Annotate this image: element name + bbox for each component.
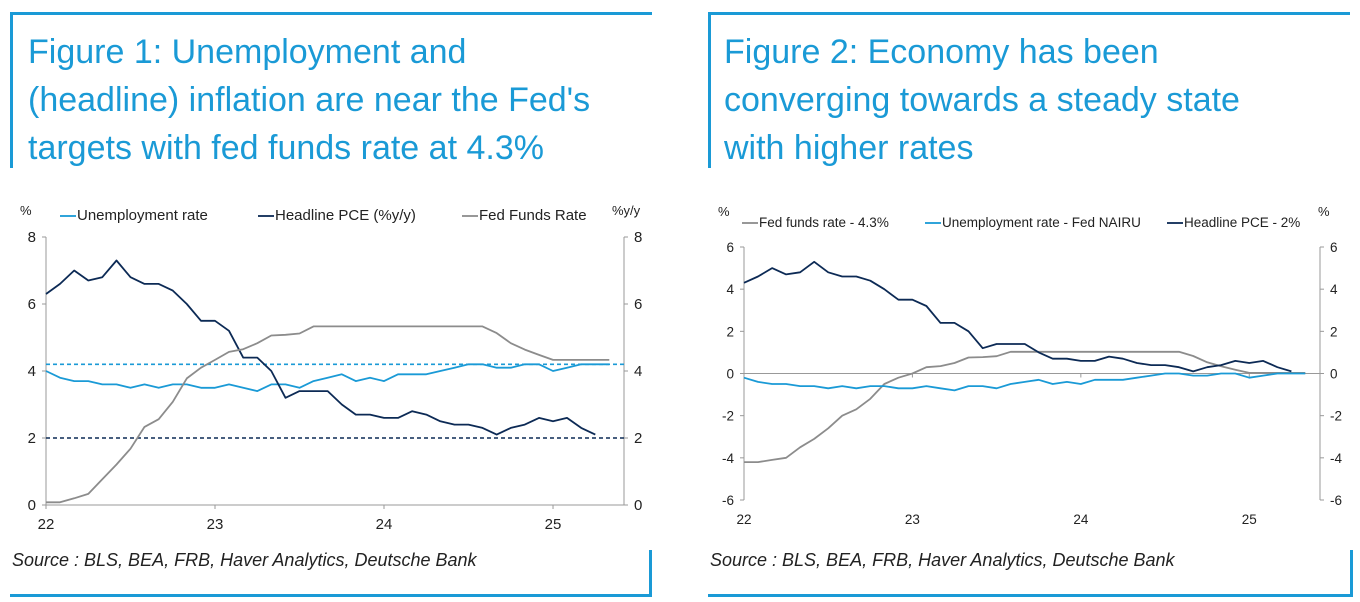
y-tick-label-right: 2: [634, 430, 642, 447]
title-line: with higher rates: [724, 129, 974, 167]
series-line: [45, 363, 610, 393]
series-line: [45, 259, 596, 436]
legend-label: Headline PCE - 2%: [1184, 215, 1300, 230]
y-tick-label-right: 0: [634, 497, 642, 514]
series-line: [743, 372, 1306, 392]
x-tick-label: 22: [38, 516, 55, 530]
panel-top-border: [708, 12, 1350, 15]
y-tick-label-left: 4: [28, 363, 36, 380]
y-tick-label-left: 0: [28, 497, 36, 514]
title-line: Figure 2: Economy has been: [724, 33, 1159, 71]
y-tick-label-left: 2: [28, 430, 36, 447]
legend-label: Fed funds rate - 4.3%: [759, 215, 889, 230]
x-tick-label: 24: [376, 516, 393, 530]
legend-label: Fed Funds Rate: [479, 207, 587, 224]
y-axis-left-unit: %: [20, 203, 32, 218]
figure-1-chart: % %y/y Unemployment rate Headline PCE (%y/y…: [20, 203, 642, 530]
series-line: [744, 350, 1306, 464]
panel-left-border: [10, 12, 13, 168]
legend-label: Unemployment rate - Fed NAIRU: [942, 215, 1141, 230]
figure-2-chart: % % Fed funds rate - 4.3% Unemployment rate…: [718, 204, 1342, 527]
y-tick-label-right: 6: [1330, 240, 1338, 255]
y-axis-left-unit: %: [718, 204, 730, 219]
y-tick-label-right: 0: [1330, 367, 1338, 382]
figure-title: Figure 1: Unemployment and (headline) in…: [28, 28, 590, 172]
y-tick-label-right: 4: [634, 363, 642, 380]
panel-left-border: [708, 12, 711, 168]
panel-right-border: [1350, 550, 1353, 596]
title-line: Figure 1: Unemployment and: [28, 33, 467, 71]
y-tick-label-right: 2: [1330, 324, 1338, 339]
legend-label: Headline PCE (%y/y): [275, 207, 416, 224]
figure-1-panel: Figure 1: Unemployment and (headline) in…: [0, 0, 652, 602]
x-tick-label: 25: [545, 516, 562, 530]
y-tick-label-left: 6: [28, 296, 36, 313]
title-line: (headline) inflation are near the Fed's: [28, 81, 591, 119]
y-tick-label-left: 6: [726, 240, 734, 255]
y-axis-right-unit: %: [1318, 204, 1330, 219]
series-line: [46, 325, 610, 504]
y-tick-label-right: -4: [1330, 451, 1342, 466]
y-axis-right-unit: %y/y: [612, 203, 641, 218]
figure-title: Figure 2: Economy has been converging to…: [724, 28, 1240, 172]
panel-bottom-border: [10, 594, 652, 597]
title-line: converging towards a steady state: [724, 81, 1240, 119]
panel-right-border: [649, 550, 652, 596]
y-tick-label-left: -6: [722, 493, 734, 508]
y-tick-label-right: 4: [1330, 282, 1338, 297]
figure-2-panel: Figure 2: Economy has been converging to…: [698, 0, 1353, 602]
y-tick-label-left: 2: [726, 324, 734, 339]
y-tick-label-left: -4: [722, 451, 734, 466]
y-tick-label-left: 4: [726, 282, 734, 297]
source-note: Source : BLS, BEA, FRB, Haver Analytics,…: [12, 550, 477, 570]
x-tick-label: 22: [736, 512, 751, 527]
legend-label: Unemployment rate: [77, 207, 208, 224]
y-tick-label-left: 0: [726, 367, 734, 382]
panel-bottom-border: [708, 594, 1353, 597]
y-tick-label-right: 8: [634, 229, 642, 246]
y-tick-label-right: -6: [1330, 493, 1342, 508]
x-tick-label: 24: [1073, 512, 1089, 527]
title-line: targets with fed funds rate at 4.3%: [28, 129, 544, 167]
x-tick-label: 23: [905, 512, 920, 527]
x-tick-label: 23: [207, 516, 224, 530]
panel-top-border: [10, 12, 652, 15]
y-tick-label-right: 6: [634, 296, 642, 313]
y-tick-label-left: -2: [722, 409, 734, 424]
y-tick-label-right: -2: [1330, 409, 1342, 424]
x-tick-label: 25: [1242, 512, 1257, 527]
series-line: [743, 260, 1292, 373]
source-note: Source : BLS, BEA, FRB, Haver Analytics,…: [710, 550, 1175, 570]
y-tick-label-left: 8: [28, 229, 36, 246]
